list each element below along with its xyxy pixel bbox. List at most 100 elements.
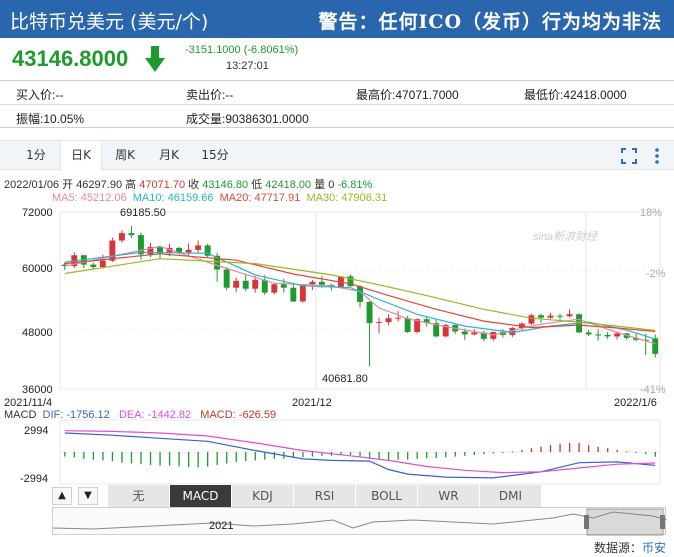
high-value: 47071.70 [139,179,186,191]
macd-value-label: MACD: -626.59 [200,409,277,421]
candle-body [185,249,192,253]
range-overview[interactable]: 2021 [52,507,667,536]
macd-histogram-bar [216,452,218,465]
macd-histogram-bar [245,452,247,462]
macd-histogram-bar [607,448,609,452]
pct-tick-bottom: -41% [640,384,666,396]
macd-histogram-bar [578,442,580,452]
candle-body [290,287,297,302]
fullscreen-icon[interactable] [620,147,638,165]
min-annotation: 40681.80 [322,373,368,385]
candle-body [166,247,173,254]
candle-body [395,317,402,319]
tab-1min[interactable]: 1分 [26,148,46,162]
more-options-icon[interactable] [648,147,666,165]
macd-histogram-bar [616,449,618,452]
macd-histogram-bar [559,443,561,452]
macd-histogram-bar [549,445,552,452]
ma30-line [64,258,656,332]
pct-tick-mid: -2% [646,268,666,280]
candle-body [147,246,154,255]
macd-histogram-bar [654,452,656,457]
macd-histogram-bar [530,448,533,452]
indicator-kdj[interactable]: KDJ [232,485,294,507]
y-tick-60000: 60000 [22,263,53,275]
candle-body [509,328,516,335]
quote-panel: 43146.8000 -3151.1000 (-6.8061%) 13:27:0… [0,38,674,80]
close-value: 43146.80 [202,179,249,191]
macd-histogram-bar [102,452,104,461]
indicator-bar: ▲ ▼ 无 MACD KDJ RSI BOLL WR DMI [52,485,666,507]
ma30-label: MA30: 47906.31 [306,192,388,204]
macd-histogram-bar [511,451,514,453]
x-tick-mid: 2021/12 [292,397,332,409]
dea-line [64,430,656,474]
price-change: -3151.1000 (-6.8061%) [185,44,299,56]
x-tick-end: 2022/1/6 [614,397,657,409]
candle-body [176,247,182,253]
overview-year: 2021 [209,520,234,532]
macd-histogram-bar [121,452,123,463]
tab-15min[interactable]: 15分 [201,148,229,162]
source-link[interactable]: 币安 [641,541,666,555]
macd-histogram-bar [321,452,323,456]
quote-time: 13:27:01 [226,60,269,72]
macd-histogram-bar [264,452,266,460]
macd-histogram-bar [159,452,161,466]
open-value: 46297.90 [76,179,123,191]
candle-body [595,334,602,336]
page-header: 比特币兑美元 (美元/个) 警告：任何ICO（发币）行为均为非法 [0,0,674,38]
tab-weekly[interactable]: 周K [115,148,135,162]
macd-histogram-bar [64,452,66,457]
macd-histogram-bar [359,452,361,457]
macd-histogram-bar [235,452,237,462]
macd-histogram-bar [197,452,199,468]
low-label: 低 [251,179,263,191]
candle-body [204,245,211,256]
indicator-rsi[interactable]: RSI [294,485,356,507]
macd-histogram-bar [168,452,171,466]
macd-histogram-bar [464,452,466,456]
candle-body [233,280,240,288]
macd-histogram-bar [597,446,599,452]
indicator-none[interactable]: 无 [108,485,170,507]
scroll-up-button[interactable]: ▲ [52,487,72,505]
low-price: 最低价:42418.0000 [524,88,627,102]
max-annotation: 69185.50 [120,207,166,219]
high-price: 最高价:47071.7000 [356,88,459,102]
vol-value: 0 [328,179,335,191]
macd-histogram-bar [587,445,590,452]
candle-body [261,279,268,293]
buy-price: 买入价:-- [16,88,64,102]
macd-histogram-bar [340,452,342,456]
macd-histogram-bar [254,452,256,461]
ma20-label: MA20: 47717.91 [219,192,301,204]
kline-chart[interactable] [0,200,674,485]
ohlc-readout: 2022/01/06 开 46297.90 高 47071.70 收 43146… [4,176,372,192]
candle-body [633,337,640,340]
tab-daily[interactable]: 日K [60,141,102,171]
pct-tick-top: 18% [640,207,663,219]
macd-histogram-bar [292,452,295,459]
data-source: 数据源：币安 [594,539,666,556]
indicator-macd[interactable]: MACD [170,485,232,507]
indicator-wr[interactable]: WR [418,485,480,507]
current-price: 43146.8000 [12,46,129,71]
candle-body [585,332,592,335]
candle-body [223,269,230,288]
indicator-dmi[interactable]: DMI [480,485,542,507]
candle-body [109,240,116,261]
y-tick-36000: 36000 [22,384,53,396]
candle-body [299,284,306,302]
tab-monthly[interactable]: 月K [159,148,179,162]
scroll-down-button[interactable]: ▼ [78,487,98,505]
dif-line [64,432,656,479]
macd-histogram-bar [454,452,456,457]
indicator-boll[interactable]: BOLL [356,485,418,507]
candle-body [566,314,573,317]
candle-body [376,322,382,324]
ohlc-date: 2022/01/06 [4,179,60,191]
ma20-line [64,253,656,332]
x-tick-start: 2021/11/4 [4,397,53,409]
volume: 成交量:90386301.0000 [186,112,309,126]
